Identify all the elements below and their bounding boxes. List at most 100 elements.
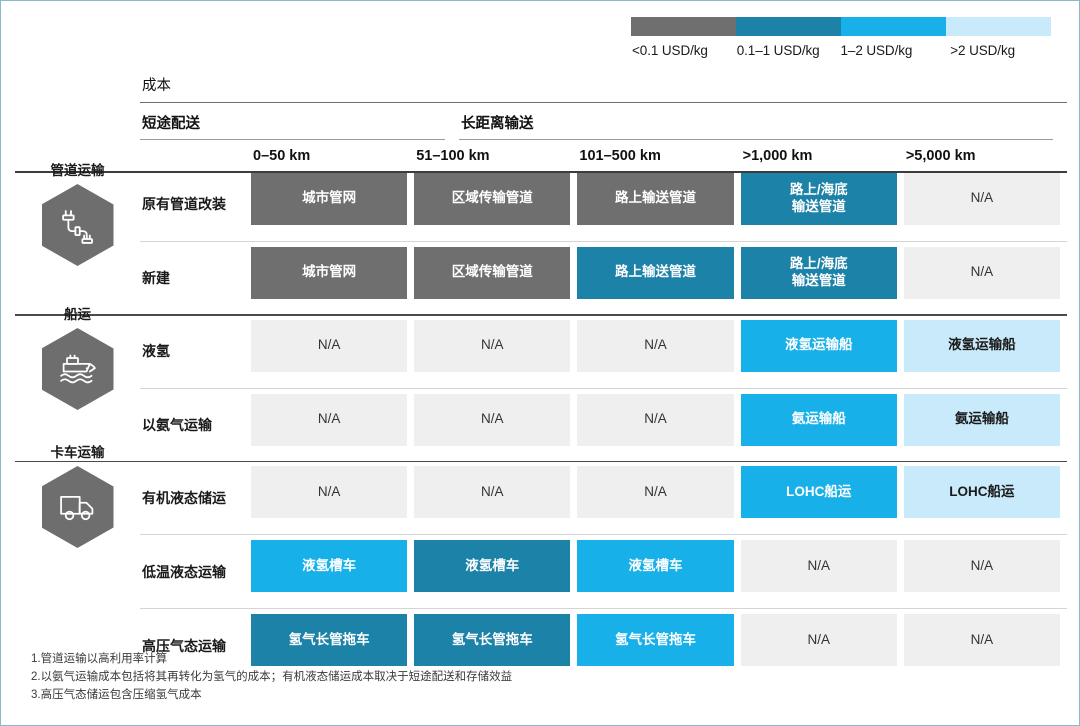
matrix-cell[interactable]: 路上输送管道 (577, 172, 734, 225)
cell-wrapper: 路上/海底 输送管道 (740, 172, 904, 236)
distance-col-1: 51–100 km (414, 148, 577, 164)
matrix-cell[interactable]: LOHC船运 (740, 466, 897, 519)
group-header-row: 短途配送 长距离输送 (140, 103, 1067, 141)
legend-label-2: 1–2 USD/kg (840, 43, 913, 58)
matrix-cell[interactable]: 液氢槽车 (577, 540, 734, 593)
legend-swatch-0 (631, 17, 736, 36)
category-ship: 船运 (15, 303, 140, 410)
row-cells: 城市管网 区域传输管道 路上输送管道 路上/海底 输送管道 N/A (251, 246, 1067, 310)
matrix-cell[interactable]: N/A (903, 246, 1061, 299)
matrix-cell[interactable]: 氢气长管拖车 (251, 614, 408, 667)
legend-label-1: 0.1–1 USD/kg (736, 43, 820, 58)
row-separator (140, 387, 1067, 389)
group-label-short: 短途配送 (142, 116, 200, 133)
matrix-cell[interactable]: N/A (251, 466, 408, 519)
matrix-cell[interactable]: 氢气长管拖车 (577, 614, 734, 667)
matrix-row: 新建 城市管网 区域传输管道 路上输送管道 路上/海底 输送管道 N/A (15, 246, 1067, 310)
row-label: 以氨气运输 (142, 417, 212, 434)
matrix-cell[interactable]: N/A (251, 319, 408, 372)
header-cost-area: 成本 短途配送 长距离输送 0–50 km 51–100 km 101–500 km… (140, 71, 1067, 171)
matrix-cell[interactable]: N/A (740, 540, 897, 593)
cell-wrapper: LOHC船运 (740, 466, 904, 529)
matrix-cell[interactable]: 路上/海底 输送管道 (740, 172, 897, 225)
matrix-cell[interactable]: 液氢运输船 (740, 319, 897, 372)
matrix-header-cost: 成本 短途配送 长距离输送 0–50 km 51–100 km 101–500 km… (15, 71, 1067, 171)
footnotes: 1.管道运输以高利用率计算 2.以氨气运输成本包括将其再转化为氢气的成本；有机液态… (31, 651, 931, 704)
cell-wrapper: 路上输送管道 (577, 246, 740, 310)
cost-title: 成本 (142, 78, 171, 94)
cell-wrapper: N/A (903, 246, 1067, 310)
distance-label-1: 51–100 km (416, 147, 490, 164)
matrix-cell[interactable]: 氨运输船 (903, 393, 1061, 446)
matrix-cell[interactable]: 路上输送管道 (577, 246, 734, 299)
matrix-cell[interactable]: LOHC船运 (903, 466, 1061, 519)
distance-label-4: >5,000 km (905, 147, 976, 164)
cell-wrapper: N/A (577, 393, 740, 457)
matrix-cell[interactable]: 路上/海底 输送管道 (740, 246, 897, 299)
matrix-cell[interactable]: 区域传输管道 (414, 172, 571, 225)
cost-legend: <0.1 USD/kg 0.1–1 USD/kg 1–2 USD/kg >2 USD/… (631, 17, 1051, 58)
matrix-body: 原有管道改装 城市管网 区域传输管道 路上输送管道 路上/海底 输送管道 N/A 新建 城市管网… (15, 172, 1067, 678)
group-separator (15, 460, 1067, 463)
row-separator (140, 608, 1067, 610)
matrix-cell[interactable]: N/A (414, 319, 571, 372)
matrix-row: 高压气态运输 氢气长管拖车 氢气长管拖车 氢气长管拖车 N/A N/A (15, 614, 1067, 677)
matrix-cell[interactable]: N/A (903, 540, 1061, 593)
distance-col-2: 101–500 km (577, 148, 740, 164)
group-header-long-haul: 长距离输送 (459, 103, 1067, 141)
matrix-cell[interactable]: 氨运输船 (740, 393, 897, 446)
matrix-cell[interactable]: 区域传输管道 (414, 246, 571, 299)
cell-wrapper: 氢气长管拖车 (577, 614, 740, 677)
matrix-cell[interactable]: N/A (740, 614, 897, 667)
group-underline-short (140, 139, 445, 141)
header-icon-spacer (15, 71, 140, 171)
row-separator (140, 534, 1067, 536)
group-header-short-haul: 短途配送 (140, 103, 459, 141)
cell-wrapper: N/A (251, 319, 414, 383)
matrix-cell[interactable]: N/A (251, 393, 408, 446)
cell-wrapper: 路上输送管道 (577, 172, 740, 236)
matrix-cell[interactable]: N/A (414, 393, 571, 446)
matrix-cell[interactable]: 城市管网 (251, 172, 408, 225)
group-label-long: 长距离输送 (461, 116, 534, 133)
matrix-cell[interactable]: N/A (414, 466, 571, 519)
matrix-cell[interactable]: N/A (577, 319, 734, 372)
distance-header-row: 0–50 km 51–100 km 101–500 km >1,000 km >5,00… (140, 140, 1067, 171)
matrix-row: 原有管道改装 城市管网 区域传输管道 路上输送管道 路上/海底 输送管道 N/A (15, 172, 1067, 236)
cell-wrapper: 区域传输管道 (414, 246, 577, 310)
legend-swatch-1 (736, 17, 841, 36)
category-label: 卡车运输 (50, 445, 105, 460)
matrix-cell[interactable]: 液氢运输船 (903, 319, 1061, 372)
row-cells: N/A N/A N/A 液氢运输船 液氢运输船 (251, 319, 1067, 383)
distance-label-2: 101–500 km (579, 147, 661, 164)
matrix-cell[interactable]: N/A (577, 466, 734, 519)
cell-wrapper: 氨运输船 (740, 393, 904, 457)
row-cells: N/A N/A N/A LOHC船运 LOHC船运 (251, 466, 1067, 529)
cell-wrapper: N/A (251, 393, 414, 457)
row-cells: 城市管网 区域传输管道 路上输送管道 路上/海底 输送管道 N/A (251, 172, 1067, 236)
group-separator (15, 313, 1067, 316)
cell-wrapper: 液氢槽车 (414, 540, 577, 603)
category-truck: 卡车运输 (15, 441, 140, 548)
matrix-cell[interactable]: N/A (903, 172, 1061, 225)
rule-above-body (15, 171, 1067, 173)
pipeline-icon (41, 184, 114, 266)
cost-title-row: 成本 (140, 71, 1067, 102)
matrix-cell[interactable]: 液氢槽车 (414, 540, 571, 593)
category-label: 船运 (64, 307, 91, 322)
cell-wrapper: N/A (740, 540, 904, 603)
distance-col-3: >1,000 km (741, 148, 904, 164)
matrix-row: 低温液态运输 液氢槽车 液氢槽车 液氢槽车 N/A N/A (15, 540, 1067, 603)
cell-wrapper: 液氢运输船 (903, 319, 1067, 383)
legend-label-row: <0.1 USD/kg 0.1–1 USD/kg 1–2 USD/kg >2 USD/… (631, 43, 1051, 58)
matrix-cell[interactable]: N/A (903, 614, 1061, 667)
row-label: 新建 (142, 270, 170, 287)
matrix-cell[interactable]: N/A (577, 393, 734, 446)
matrix-cell[interactable]: 城市管网 (251, 246, 408, 299)
distance-col-4: >5,000 km (904, 148, 1067, 164)
matrix-cell[interactable]: 液氢槽车 (251, 540, 408, 593)
cell-wrapper: 氨运输船 (903, 393, 1067, 457)
cell-wrapper: 路上/海底 输送管道 (740, 246, 904, 310)
legend-swatch-3 (946, 17, 1051, 36)
matrix-cell[interactable]: 氢气长管拖车 (414, 614, 571, 667)
